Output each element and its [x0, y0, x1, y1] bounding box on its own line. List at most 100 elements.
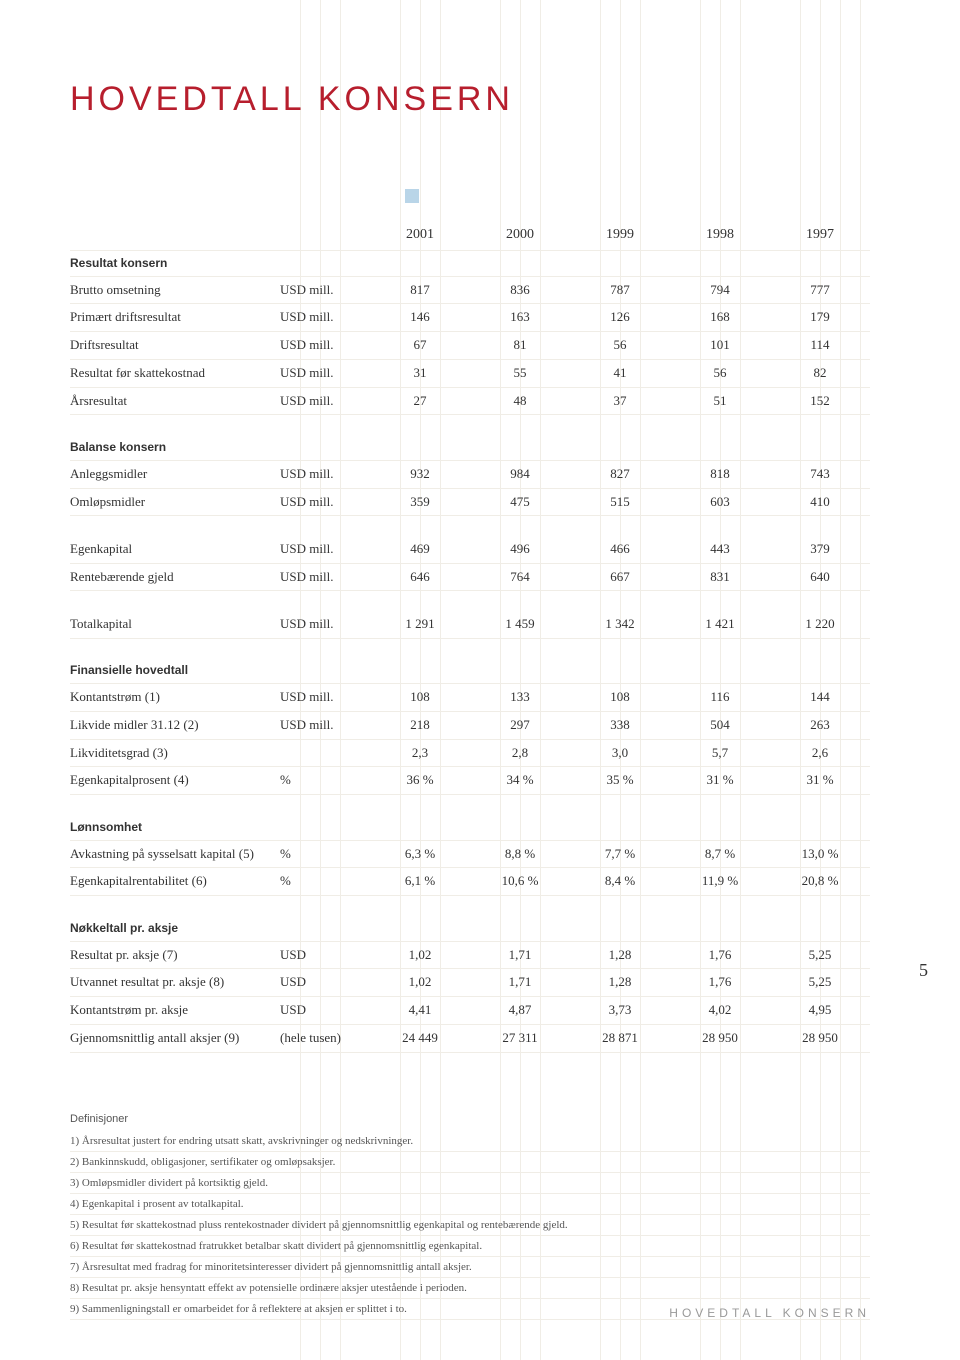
- row-value: 34 %: [470, 767, 570, 795]
- row-value: 475: [470, 488, 570, 516]
- row-value: 5,7: [670, 739, 770, 767]
- row-unit: USD mill.: [280, 359, 370, 387]
- row-value: 466: [570, 536, 670, 563]
- row-value: 1 459: [470, 611, 570, 638]
- row-unit: %: [280, 868, 370, 896]
- row-value: 2,6: [770, 739, 870, 767]
- row-unit: USD mill.: [280, 460, 370, 488]
- section-heading-row: Balanse konsern: [70, 435, 870, 461]
- row-label: Primært driftsresultat: [70, 304, 280, 332]
- row-value: 1,76: [670, 969, 770, 997]
- row-value: 764: [470, 563, 570, 591]
- row-value: 82: [770, 359, 870, 387]
- row-value: 7,7 %: [570, 840, 670, 868]
- definition-item: 1) Årsresultat justert for endring utsat…: [70, 1131, 870, 1152]
- section-heading-row: Finansielle hovedtall: [70, 658, 870, 684]
- table-row: ÅrsresultatUSD mill.27483751152: [70, 387, 870, 415]
- row-label: Likvide midler 31.12 (2): [70, 711, 280, 739]
- table-row: Avkastning på sysselsatt kapital (5)%6,3…: [70, 840, 870, 868]
- row-label: Egenkapitalrentabilitet (6): [70, 868, 280, 896]
- row-value: 515: [570, 488, 670, 516]
- row-value: 5,25: [770, 941, 870, 969]
- row-value: 932: [370, 460, 470, 488]
- table-row: Resultat pr. aksje (7)USD1,021,711,281,7…: [70, 941, 870, 969]
- row-value: 13,0 %: [770, 840, 870, 868]
- row-value: 1 220: [770, 611, 870, 638]
- table-row: OmløpsmidlerUSD mill.359475515603410: [70, 488, 870, 516]
- row-value: 836: [470, 276, 570, 304]
- table-row: Gjennomsnittlig antall aksjer (9)(hele t…: [70, 1024, 870, 1052]
- section-heading: Lønnsomhet: [70, 815, 280, 841]
- row-value: 2,3: [370, 739, 470, 767]
- row-value: 27 311: [470, 1024, 570, 1052]
- definitions-block: Definisjoner 1) Årsresultat justert for …: [70, 1113, 870, 1320]
- row-value: 51: [670, 387, 770, 415]
- definitions-heading: Definisjoner: [70, 1113, 870, 1125]
- row-value: 24 449: [370, 1024, 470, 1052]
- row-unit: USD mill.: [280, 488, 370, 516]
- table-row: Egenkapitalprosent (4)%36 %34 %35 %31 %3…: [70, 767, 870, 795]
- row-value: 10,6 %: [470, 868, 570, 896]
- row-value: 603: [670, 488, 770, 516]
- row-value: 1,02: [370, 941, 470, 969]
- row-value: 116: [670, 684, 770, 712]
- row-value: 31 %: [770, 767, 870, 795]
- row-unit: USD mill.: [280, 563, 370, 591]
- row-unit: USD mill.: [280, 684, 370, 712]
- row-value: 1,28: [570, 941, 670, 969]
- row-value: 379: [770, 536, 870, 563]
- row-value: 4,95: [770, 997, 870, 1025]
- definition-item: 6) Resultat før skattekostnad fratrukket…: [70, 1236, 870, 1257]
- definition-item: 7) Årsresultat med fradrag for minoritet…: [70, 1257, 870, 1278]
- row-value: 297: [470, 711, 570, 739]
- table-row: Resultat før skattekostnadUSD mill.31554…: [70, 359, 870, 387]
- row-value: 984: [470, 460, 570, 488]
- table-row: Egenkapitalrentabilitet (6)%6,1 %10,6 %8…: [70, 868, 870, 896]
- section-heading: Balanse konsern: [70, 435, 280, 461]
- section-heading: Finansielle hovedtall: [70, 658, 280, 684]
- row-label: Totalkapital: [70, 611, 280, 638]
- row-value: 1,71: [470, 969, 570, 997]
- row-label: Likviditetsgrad (3): [70, 739, 280, 767]
- row-value: 41: [570, 359, 670, 387]
- row-value: 1,28: [570, 969, 670, 997]
- row-label: Utvannet resultat pr. aksje (8): [70, 969, 280, 997]
- row-unit: USD mill.: [280, 332, 370, 360]
- table-row: Likviditetsgrad (3)2,32,83,05,72,6: [70, 739, 870, 767]
- row-value: 35 %: [570, 767, 670, 795]
- row-unit: [280, 739, 370, 767]
- row-value: 504: [670, 711, 770, 739]
- accent-square: [405, 189, 419, 203]
- section-heading: Resultat konsern: [70, 250, 280, 276]
- row-value: 163: [470, 304, 570, 332]
- section-heading-row: Lønnsomhet: [70, 815, 870, 841]
- row-value: 20,8 %: [770, 868, 870, 896]
- row-value: 168: [670, 304, 770, 332]
- row-value: 469: [370, 536, 470, 563]
- row-value: 263: [770, 711, 870, 739]
- year-col-4: 1997: [770, 221, 870, 250]
- table-row: Kontantstrøm (1)USD mill.108133108116144: [70, 684, 870, 712]
- row-label: Anleggsmidler: [70, 460, 280, 488]
- table-row: Likvide midler 31.12 (2)USD mill.2182973…: [70, 711, 870, 739]
- row-value: 743: [770, 460, 870, 488]
- key-figures-table: 2001 2000 1999 1998 1997 Resultat konser…: [70, 221, 870, 1053]
- row-value: 108: [570, 684, 670, 712]
- table-row: Brutto omsetningUSD mill.817836787794777: [70, 276, 870, 304]
- row-unit: USD mill.: [280, 711, 370, 739]
- row-value: 1 421: [670, 611, 770, 638]
- row-value: 56: [570, 332, 670, 360]
- row-value: 218: [370, 711, 470, 739]
- row-value: 410: [770, 488, 870, 516]
- row-value: 1,76: [670, 941, 770, 969]
- row-value: 101: [670, 332, 770, 360]
- row-value: 11,9 %: [670, 868, 770, 896]
- row-value: 1,71: [470, 941, 570, 969]
- row-value: 108: [370, 684, 470, 712]
- row-value: 1,02: [370, 969, 470, 997]
- row-value: 3,73: [570, 997, 670, 1025]
- row-value: 359: [370, 488, 470, 516]
- definition-item: 4) Egenkapital i prosent av totalkapital…: [70, 1194, 870, 1215]
- definition-item: 9) Sammenligningstall er omarbeidet for …: [70, 1299, 870, 1320]
- table-row: Rentebærende gjeldUSD mill.6467646678316…: [70, 563, 870, 591]
